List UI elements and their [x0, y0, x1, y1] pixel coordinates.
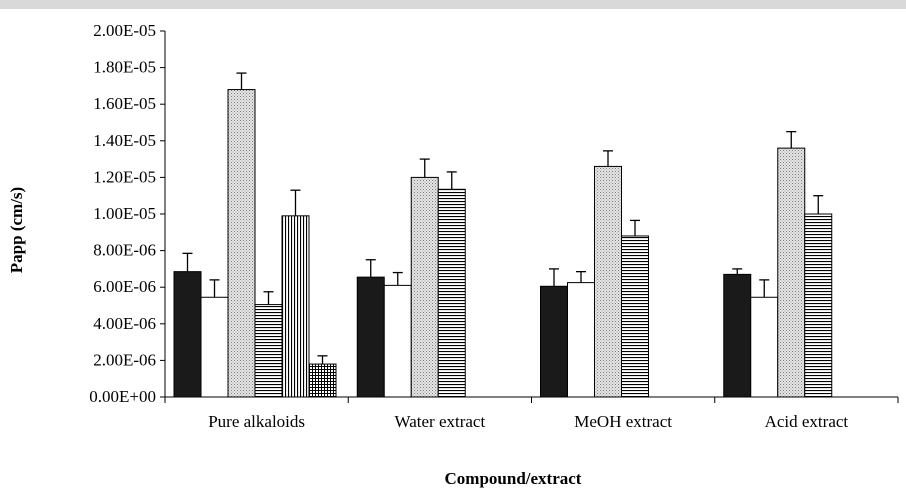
bar-horizontal-lines: [437, 188, 466, 398]
bar-solid-black: [173, 271, 202, 398]
bar-white: [200, 296, 229, 398]
x-axis-title: Compound/extract: [445, 469, 582, 488]
bar-white: [567, 282, 595, 398]
bar-solid-black: [723, 273, 752, 398]
y-tick-label: 1.40E-05: [93, 131, 156, 150]
bar-solid-black: [540, 285, 568, 398]
x-category-label: Pure alkaloids: [208, 412, 305, 431]
bar-dots: [410, 176, 439, 398]
bar-solid-black: [356, 276, 385, 398]
x-category-label: Water extract: [395, 412, 486, 431]
bar-dots: [227, 89, 256, 398]
y-tick-label: 1.60E-05: [93, 94, 156, 113]
bar-white: [750, 296, 779, 398]
y-tick-label: 2.00E-06: [93, 350, 156, 369]
top-strip: [0, 0, 906, 9]
x-category-label: MeOH extract: [574, 412, 672, 431]
bar-dots: [777, 147, 806, 398]
y-tick-label: 1.80E-05: [93, 58, 156, 77]
y-axis-title: Papp (cm/s): [7, 187, 26, 273]
y-tick-label: 6.00E-06: [93, 277, 156, 296]
bar-horizontal-lines: [804, 213, 833, 398]
y-tick-label: 8.00E-06: [93, 241, 156, 260]
bar-horizontal-lines: [254, 304, 283, 398]
y-tick-label: 1.20E-05: [93, 167, 156, 186]
bar-horizontal-lines: [621, 235, 649, 398]
y-tick-label: 4.00E-06: [93, 314, 156, 333]
y-tick-label: 1.00E-05: [93, 204, 156, 223]
bar-vertical-lines: [281, 215, 310, 398]
bar-white: [383, 284, 412, 398]
bar-dots: [594, 165, 622, 398]
bar-grid: [308, 363, 337, 398]
y-tick-label: 0.00E+00: [89, 387, 156, 406]
x-category-label: Acid extract: [765, 412, 849, 431]
y-tick-label: 2.00E-05: [93, 21, 156, 40]
